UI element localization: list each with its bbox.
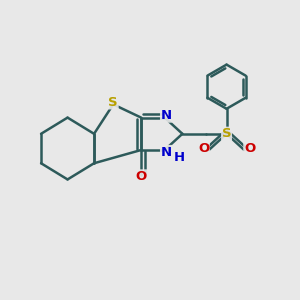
Text: O: O [198,142,209,155]
Text: N: N [160,109,172,122]
Text: N: N [160,146,172,159]
Text: S: S [222,127,231,140]
Text: O: O [244,142,255,155]
Text: H: H [174,151,185,164]
Text: O: O [136,170,147,183]
Text: S: S [108,96,118,109]
